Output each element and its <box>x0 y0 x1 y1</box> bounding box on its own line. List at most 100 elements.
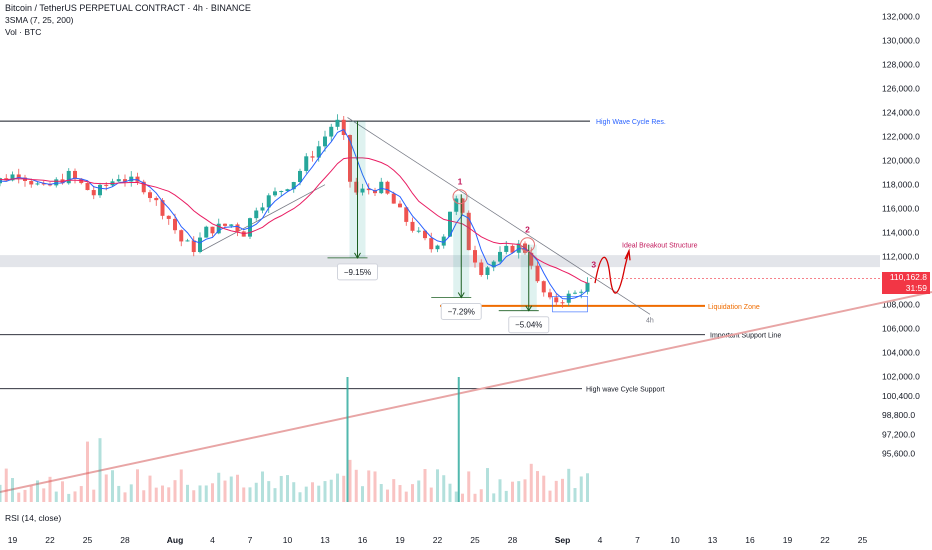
candle-body <box>10 174 15 181</box>
sma-fast-line <box>0 128 588 300</box>
volume-bar <box>86 441 89 502</box>
candle-body <box>504 245 509 252</box>
volume-bar <box>579 476 583 502</box>
wave-label: 3 <box>591 260 596 270</box>
candle-body <box>479 262 484 275</box>
volume-bar <box>542 475 546 502</box>
candle-body <box>529 252 534 266</box>
candle-body <box>441 236 446 246</box>
volume-bar <box>379 484 383 502</box>
candle-body <box>454 198 459 212</box>
volume-bar <box>192 490 196 502</box>
volume-bar <box>504 490 508 502</box>
x-tick-label: 25 <box>858 535 868 545</box>
candle-body <box>41 183 46 185</box>
volume-legend: Vol · BTC <box>5 27 42 37</box>
y-tick-label: 112,000.0 <box>882 252 919 262</box>
volume-bar <box>79 486 83 502</box>
volume-bar <box>361 486 364 502</box>
candle-body <box>460 198 465 213</box>
y-tick-label: 98,800.0 <box>882 410 915 420</box>
last-price-tag: 110,162.8 31:59 <box>882 272 930 294</box>
candle-body <box>191 240 196 253</box>
candle-body <box>566 293 571 303</box>
candle-body <box>116 179 121 182</box>
volume-bar <box>529 463 533 502</box>
volume-bar <box>404 491 408 502</box>
volume-bar <box>148 475 152 502</box>
wave-label: 2 <box>525 225 530 235</box>
volume-bar <box>23 489 27 502</box>
rsi-legend: RSI (14, close) <box>5 513 62 523</box>
volume-bar <box>179 469 183 502</box>
volume-bar <box>229 476 233 502</box>
candle-body <box>379 181 384 194</box>
x-tick-label: 19 <box>783 535 793 545</box>
volume-bar <box>173 480 177 502</box>
volume-bar <box>454 491 458 502</box>
candle-body <box>435 245 440 250</box>
candle-body <box>198 237 202 253</box>
wave-2-circle <box>520 237 535 253</box>
x-tick-label: 19 <box>8 535 18 545</box>
candle-body <box>160 200 165 216</box>
diagonal-support-line <box>0 291 932 493</box>
candle-body <box>573 292 577 294</box>
volume-bar <box>523 479 527 502</box>
volume-bar <box>4 468 8 502</box>
candle-body <box>391 193 396 204</box>
candle-body <box>85 183 90 191</box>
x-tick-label: 22 <box>45 535 55 545</box>
volume-bar <box>536 471 539 502</box>
candle-body <box>185 240 190 242</box>
y-tick-label: 122,000.0 <box>882 132 920 142</box>
volume-bar <box>204 485 208 502</box>
consolidation-box <box>552 295 588 313</box>
volume-bar <box>573 488 577 502</box>
volume-bar <box>36 480 39 502</box>
candle-body <box>354 181 359 193</box>
volume-bar <box>142 490 146 502</box>
candle-body <box>448 211 452 237</box>
candle-body <box>366 188 371 191</box>
candle-body <box>329 126 334 137</box>
candle-body <box>279 191 284 193</box>
x-tick-label: 25 <box>470 535 480 545</box>
volume-bar <box>223 480 227 502</box>
volume-bar <box>61 481 64 502</box>
volume-bar <box>104 474 108 502</box>
volume-bar <box>586 473 589 502</box>
volume-bar <box>392 479 396 502</box>
projected-arrowhead <box>624 248 631 261</box>
candle-body <box>104 184 109 186</box>
candle-body <box>304 156 309 171</box>
measure-label-box <box>508 316 550 334</box>
volume-bar <box>292 482 296 502</box>
volume-bar <box>279 475 283 502</box>
candle-body <box>123 179 127 182</box>
x-tick-label: 10 <box>670 535 680 545</box>
candle-body <box>298 170 302 183</box>
y-tick-label: 104,000.0 <box>882 348 920 358</box>
candle-body <box>385 181 390 194</box>
candle-body <box>310 156 315 158</box>
candle-body <box>473 250 477 263</box>
candle-body <box>510 245 515 253</box>
level-label: Liquidation Zone <box>708 304 760 311</box>
candle-body <box>98 184 102 196</box>
volume-bar <box>492 493 496 502</box>
x-tick-label: 28 <box>120 535 130 545</box>
y-tick-label: 108,000.0 <box>882 300 920 310</box>
countdown-value: 31:59 <box>905 283 927 293</box>
candle-body <box>585 282 590 292</box>
candle-body <box>554 297 559 303</box>
candle-body <box>498 251 502 262</box>
volume-bar <box>123 492 127 502</box>
candle-body <box>548 292 552 298</box>
x-tick-label: Sep <box>555 535 571 545</box>
volume-bar <box>261 471 264 502</box>
volume-bar <box>354 469 358 502</box>
y-tick-label: 114,000.0 <box>882 228 919 238</box>
candle-body <box>229 224 234 226</box>
